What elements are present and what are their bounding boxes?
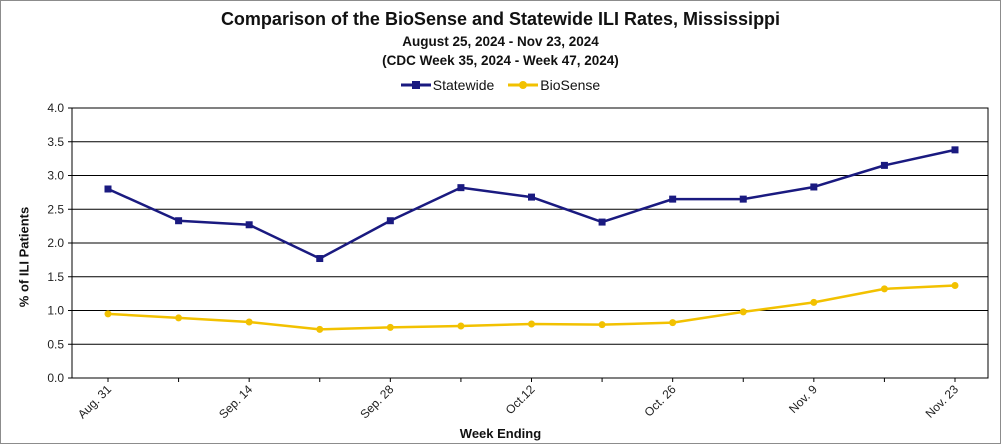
data-point-statewide [739,195,747,203]
data-point-statewide [669,195,677,203]
data-point-statewide [386,217,394,225]
x-tick-label: Aug. 31 [75,382,114,421]
legend-label-statewide: Statewide [432,77,495,93]
data-point-biosense [669,319,677,327]
legend-item-biosense: BioSense [508,77,600,93]
y-tick-label: 2.0 [47,236,64,250]
data-point-biosense [245,318,253,326]
y-tick-label: 0.0 [47,371,64,385]
data-point-biosense [880,285,888,293]
legend-label-biosense: BioSense [540,77,601,93]
x-tick-label: Sep. 28 [357,382,396,421]
y-tick-label: 2.5 [47,202,64,216]
data-point-biosense [175,314,183,322]
data-point-statewide [104,185,112,193]
x-tick-label: Oct.12 [503,382,538,417]
data-point-statewide [457,184,465,192]
legend-item-statewide: Statewide [400,77,495,93]
data-point-biosense [739,308,747,316]
data-point-biosense [386,323,394,331]
data-point-biosense [951,282,959,290]
x-tick-label: Nov. 23 [923,382,962,421]
y-tick-label: 3.0 [47,169,64,183]
x-axis-label: Week Ending [459,426,542,441]
legend-swatch-statewide [400,81,431,89]
y-tick-label: 0.5 [47,337,64,351]
x-tick-label: Oct. 26 [642,382,679,419]
y-axis-label: % of ILI Patients [16,206,32,308]
x-tick-label: Sep. 14 [216,382,255,421]
y-tick-label: 1.0 [47,304,64,318]
legend: Statewide BioSense [0,77,1001,93]
data-point-biosense [598,321,606,329]
data-point-biosense [316,325,324,333]
y-tick-label: 3.5 [47,135,64,149]
data-point-statewide [175,217,183,225]
data-point-biosense [104,310,112,318]
data-point-statewide [810,183,818,191]
data-point-statewide [598,218,606,226]
data-point-statewide [245,221,253,229]
legend-swatch-biosense [508,81,539,89]
y-tick-label: 1.5 [47,270,64,284]
data-point-statewide [951,146,959,154]
data-point-biosense [810,298,818,306]
data-point-biosense [457,322,465,330]
data-point-statewide [316,255,324,263]
data-point-statewide [528,193,535,201]
data-point-statewide [880,161,888,169]
x-tick-label: Nov. 9 [786,382,820,416]
y-tick-label: 4.0 [47,101,64,115]
chart-subtitle-weeks: (CDC Week 35, 2024 - Week 47, 2024) [382,53,619,68]
chart-subtitle-dates: August 25, 2024 - Nov 23, 2024 [402,34,599,49]
data-point-biosense [528,320,535,328]
chart-title: Comparison of the BioSense and Statewide… [220,9,781,29]
